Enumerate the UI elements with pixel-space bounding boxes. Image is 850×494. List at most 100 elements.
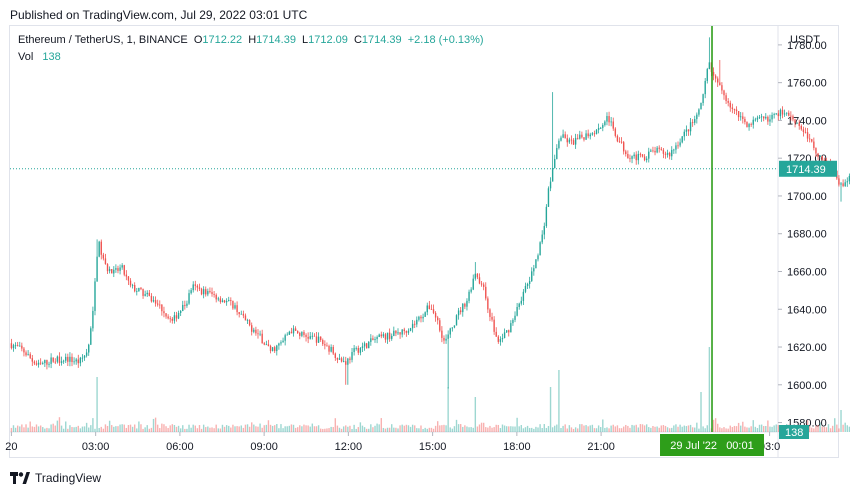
volume-bar [324, 428, 326, 432]
volume-bar [662, 425, 665, 432]
candle-body [60, 361, 63, 363]
volume-bar [391, 424, 393, 432]
volume-bar [271, 425, 274, 432]
volume-bar [50, 424, 52, 432]
volume-bar [769, 426, 771, 432]
candle-body [386, 332, 389, 340]
candle-body [248, 320, 251, 326]
volume-bar [336, 425, 339, 432]
candle-body [23, 348, 25, 353]
candle-body [844, 182, 846, 187]
candle-body [800, 125, 803, 130]
volume-bar [754, 426, 757, 432]
candle-body [131, 285, 134, 286]
candle-body [846, 181, 848, 183]
candle-body [765, 116, 767, 119]
candle-body [102, 254, 105, 259]
candle-body [533, 268, 535, 272]
volume-bar [654, 426, 656, 432]
volume-bar [100, 426, 102, 432]
volume-bar [495, 424, 497, 432]
candle-body [340, 358, 343, 362]
candle-body [106, 264, 109, 272]
candle-body [541, 234, 543, 243]
candle-body [144, 294, 146, 296]
candle-body [69, 356, 71, 362]
volume-bar [449, 427, 451, 432]
currency-label: USDT [790, 34, 820, 46]
candle-body [397, 332, 399, 334]
candle-body [92, 310, 94, 329]
volume-bar [712, 419, 715, 432]
candle-body [712, 71, 715, 76]
volume-bar [60, 425, 63, 432]
volume-bar [248, 426, 251, 432]
volume-bar [27, 427, 29, 432]
volume-bar [342, 426, 345, 432]
volume-bar [570, 427, 573, 432]
volume-bar [25, 424, 27, 432]
candle-body [48, 363, 50, 365]
candle-body [236, 305, 238, 313]
low-label: L [302, 34, 309, 46]
candle-body [167, 316, 169, 319]
candle-body [169, 318, 171, 320]
volume-bar [338, 427, 341, 432]
volume-bar [418, 428, 420, 432]
volume-bar [56, 420, 59, 432]
volume-bar [428, 427, 431, 432]
candle-body [516, 307, 518, 316]
candle-body [305, 334, 307, 337]
candle-body [246, 320, 249, 321]
volume-bar [541, 428, 543, 432]
close-label: C [353, 34, 362, 46]
volume-bar [85, 422, 88, 432]
volume-bar [434, 425, 437, 432]
candle-body [560, 137, 562, 141]
volume-bar [177, 425, 180, 432]
candle-body [416, 319, 418, 325]
volume-bar [721, 428, 723, 432]
high-label: H [248, 34, 257, 46]
volume-bar [113, 426, 115, 432]
volume-bar [589, 425, 591, 432]
candle-body [495, 331, 497, 337]
volume-bar [182, 425, 184, 432]
chart-frame[interactable] [9, 25, 839, 458]
volume-bar [505, 426, 508, 432]
candle-body [328, 345, 330, 352]
volume-bar [39, 425, 42, 432]
volume-bar [123, 424, 125, 432]
volume-bar [119, 424, 121, 432]
volume-bar [278, 428, 280, 432]
candle-body [403, 329, 405, 332]
volume-bar [700, 392, 702, 432]
candle-body [537, 255, 539, 260]
candle-body [98, 241, 100, 257]
volume-bar [209, 427, 211, 432]
candle-body [769, 119, 771, 122]
candle-body [681, 136, 683, 143]
candle-body [610, 121, 612, 123]
volume-bar [821, 426, 823, 432]
candle-body [637, 153, 640, 161]
volume-bar [62, 428, 65, 432]
volume-bar [202, 424, 205, 432]
symbol-name[interactable]: Ethereum / TetherUS, 1, BINANCE [18, 34, 188, 46]
volume-bar [685, 426, 688, 432]
volume-bar [629, 427, 631, 432]
volume-bar [328, 428, 330, 432]
candle-body [79, 357, 82, 364]
candle-body [499, 339, 502, 342]
volume-bar [330, 426, 332, 432]
candle-body [267, 344, 270, 347]
candle-body [668, 152, 671, 157]
volume-bar [602, 419, 604, 432]
candle-body [468, 291, 470, 301]
volume-bar [200, 428, 203, 432]
volume-bar [549, 387, 552, 432]
volume-bar [683, 425, 685, 432]
volume-bar [464, 425, 466, 432]
candle-body [658, 147, 660, 149]
